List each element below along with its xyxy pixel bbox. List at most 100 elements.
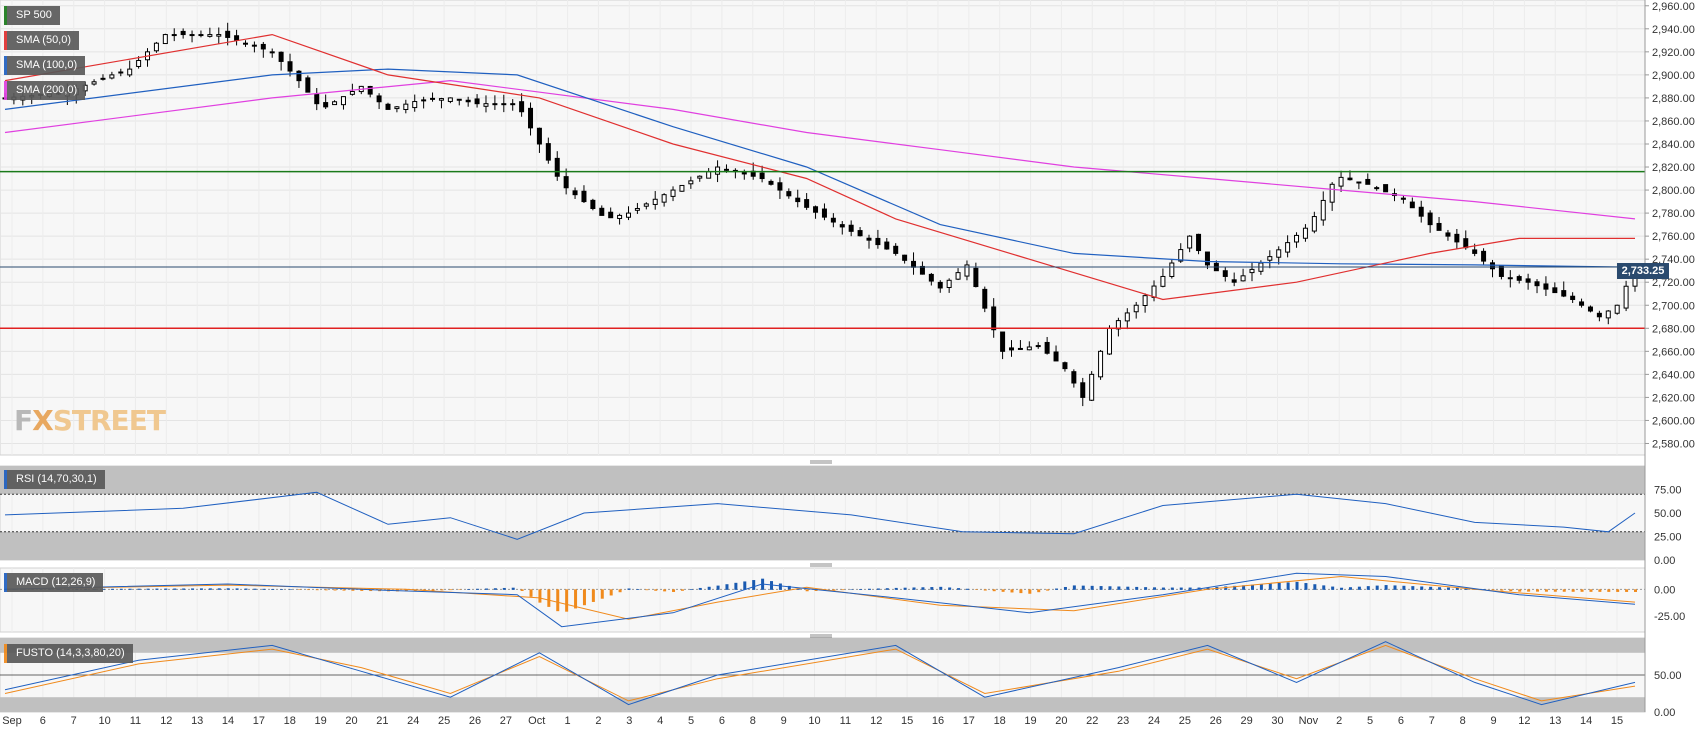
- candle-body: [385, 103, 391, 110]
- candle-body: [1561, 290, 1567, 297]
- legend-fusto[interactable]: FUSTO (14,3,3,80,20): [4, 644, 133, 663]
- candle-body: [1489, 262, 1495, 270]
- macd-hist-bar: [1331, 586, 1335, 590]
- x-tick-label: 6: [40, 715, 46, 727]
- macd-hist-bar: [404, 589, 408, 592]
- macd-hist-bar: [636, 589, 640, 590]
- candle-body: [1000, 331, 1006, 352]
- macd-hist-bar: [484, 588, 488, 590]
- legend-sma100[interactable]: SMA (100,0): [4, 56, 86, 75]
- legend-sma200[interactable]: SMA (200,0): [4, 81, 86, 100]
- x-tick-label: 24: [1148, 715, 1160, 727]
- legend-sp500[interactable]: SP 500: [4, 6, 60, 25]
- fxstreet-logo: FXSTREET: [14, 404, 166, 437]
- macd-hist-bar: [850, 589, 854, 590]
- x-tick-label: 18: [284, 715, 296, 727]
- legend-macd[interactable]: MACD (12,26,9): [4, 573, 104, 592]
- macd-hist-bar: [431, 589, 435, 591]
- candle-body: [456, 98, 462, 101]
- x-tick-label: 16: [932, 715, 944, 727]
- candle-body: [991, 306, 997, 331]
- candle-body: [830, 217, 836, 223]
- macd-hist-bar: [582, 589, 586, 606]
- macd-hist-bar: [262, 588, 266, 590]
- candle-body: [688, 180, 694, 185]
- candle-body: [1044, 341, 1050, 354]
- candle-body: [911, 260, 917, 268]
- x-tick-label: 5: [1367, 715, 1373, 727]
- rsi-y-tick-label: 75.00: [1654, 485, 1682, 497]
- fusto-d-line: [4, 644, 1636, 702]
- candle-body: [1222, 270, 1228, 277]
- candle-body: [1374, 187, 1380, 190]
- candle-body: [893, 245, 899, 254]
- candle-body: [1285, 242, 1291, 253]
- macd-hist-bar: [1019, 589, 1023, 594]
- macd-hist-bar: [306, 589, 310, 591]
- candle-body: [1365, 178, 1371, 185]
- macd-hist-bar: [1046, 589, 1050, 591]
- macd-hist-bar: [547, 589, 551, 607]
- candle-body: [153, 42, 159, 52]
- candle-body: [813, 206, 819, 213]
- legend-fusto-swatch: [4, 644, 7, 663]
- logo-x: X: [32, 404, 54, 437]
- macd-hist-bar: [716, 585, 720, 590]
- candle-body: [857, 230, 863, 237]
- macd-hist-bar: [805, 589, 809, 592]
- candle-body: [1169, 262, 1175, 277]
- x-tick-label: 2: [1336, 715, 1342, 727]
- candle-body: [234, 35, 240, 41]
- rsi-y-tick-label: 50.00: [1654, 508, 1682, 520]
- macd-hist-bar: [128, 588, 132, 590]
- candle-body: [866, 237, 872, 241]
- candle-body: [1516, 276, 1522, 281]
- candle-body: [1400, 197, 1406, 200]
- candle-body: [501, 103, 507, 106]
- x-tick-label: 6: [719, 715, 725, 727]
- main-y-tick-label: 2,640.00: [1652, 369, 1695, 381]
- candle-body: [91, 81, 97, 85]
- macd-hist-bar: [244, 588, 248, 590]
- candle-body: [697, 175, 703, 179]
- candle-body: [1187, 235, 1193, 249]
- candle-body: [412, 101, 418, 109]
- macd-line: [4, 572, 1636, 628]
- legend-sma50[interactable]: SMA (50,0): [4, 31, 80, 50]
- macd-hist-bar: [1304, 583, 1308, 590]
- candle-body: [679, 184, 685, 192]
- candle-body: [1570, 295, 1576, 300]
- macd-hist-bar: [1393, 585, 1397, 590]
- candle-body: [1534, 281, 1540, 287]
- rsi-overbought-band: [0, 466, 1645, 495]
- main-y-tick-label: 2,860.00: [1652, 116, 1695, 128]
- candle-body: [875, 237, 881, 246]
- rsi-line: [4, 491, 1636, 540]
- candle-body: [1204, 251, 1210, 266]
- macd-hist-bar: [1357, 586, 1361, 590]
- macd-hist-bar: [939, 586, 943, 590]
- macd-hist-bar: [1509, 589, 1513, 592]
- x-tick-label: 10: [98, 715, 110, 727]
- legend-rsi[interactable]: RSI (14,70,30,1): [4, 470, 105, 489]
- macd-hist-bar: [1055, 588, 1059, 590]
- macd-hist-bar: [502, 587, 506, 590]
- x-tick-label: 11: [840, 715, 851, 727]
- x-tick-label: 11: [130, 715, 141, 727]
- candle-body: [581, 190, 587, 203]
- macd-hist-bar: [458, 589, 462, 590]
- macd-hist-bar: [467, 589, 471, 590]
- main-y-tick-label: 2,880.00: [1652, 93, 1695, 105]
- macd-hist-bar: [182, 588, 186, 590]
- candle-body: [848, 224, 854, 232]
- macd-hist-bar: [511, 587, 515, 590]
- candle-body: [1017, 347, 1023, 350]
- candle-body: [706, 171, 712, 179]
- x-tick-label: 6: [1398, 715, 1404, 727]
- sma200-line: [4, 79, 1636, 220]
- macd-hist-bar: [1224, 586, 1228, 590]
- candle-body: [198, 34, 204, 37]
- macd-hist-bar: [600, 589, 604, 599]
- candle-body: [269, 51, 275, 54]
